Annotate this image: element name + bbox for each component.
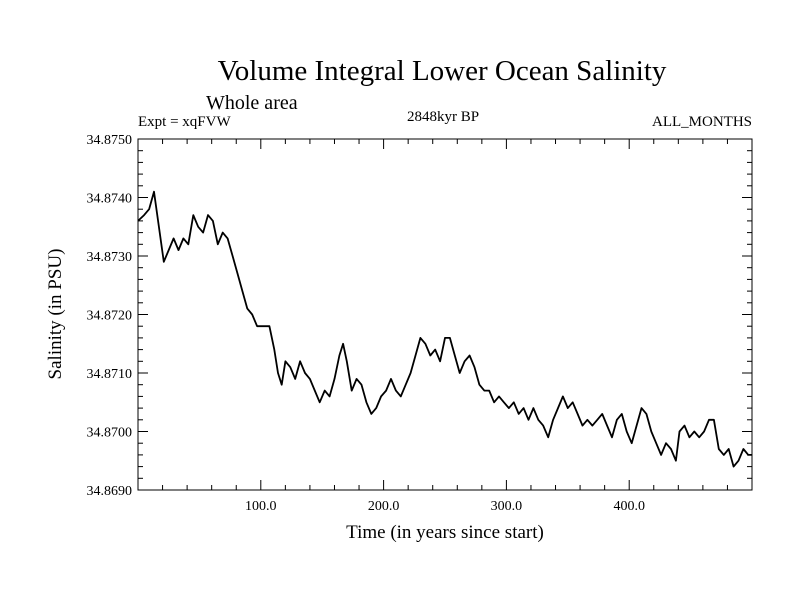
x-axis-ticks: 100.0 200.0 300.0 400.0 xyxy=(162,139,728,514)
y-tick-label-5: 34.8740 xyxy=(87,192,133,207)
x-axis-title: Time (in years since start) xyxy=(346,522,544,543)
y-axis-title: Salinity (in PSU) xyxy=(45,249,66,380)
y-tick-label-1: 34.8700 xyxy=(87,426,133,441)
x-tick-label-1: 200.0 xyxy=(368,499,400,514)
y-tick-label-4: 34.8730 xyxy=(87,250,133,265)
y-tick-label-3: 34.8720 xyxy=(87,309,133,324)
experiment-label: Expt = xqFVW xyxy=(138,114,231,130)
plot-frame xyxy=(137,138,753,491)
x-tick-label-2: 300.0 xyxy=(491,499,523,514)
x-tick-label-0: 100.0 xyxy=(245,499,277,514)
y-axis-ticks: 34.8690 34.8700 34.8710 34.8720 34.8730 34.87… xyxy=(87,133,752,499)
x-tick-label-3: 400.0 xyxy=(613,499,645,514)
chart-subtitle: Whole area xyxy=(206,92,298,114)
y-tick-label-6: 34.8750 xyxy=(87,133,133,148)
chart-title: Volume Integral Lower Ocean Salinity xyxy=(218,55,667,87)
salinity-series-line xyxy=(137,190,752,468)
y-tick-label-0: 34.8690 xyxy=(87,484,133,499)
period-label: 2848kyr BP xyxy=(407,109,479,125)
months-label: ALL_MONTHS xyxy=(652,114,752,130)
y-tick-label-2: 34.8710 xyxy=(87,367,133,382)
